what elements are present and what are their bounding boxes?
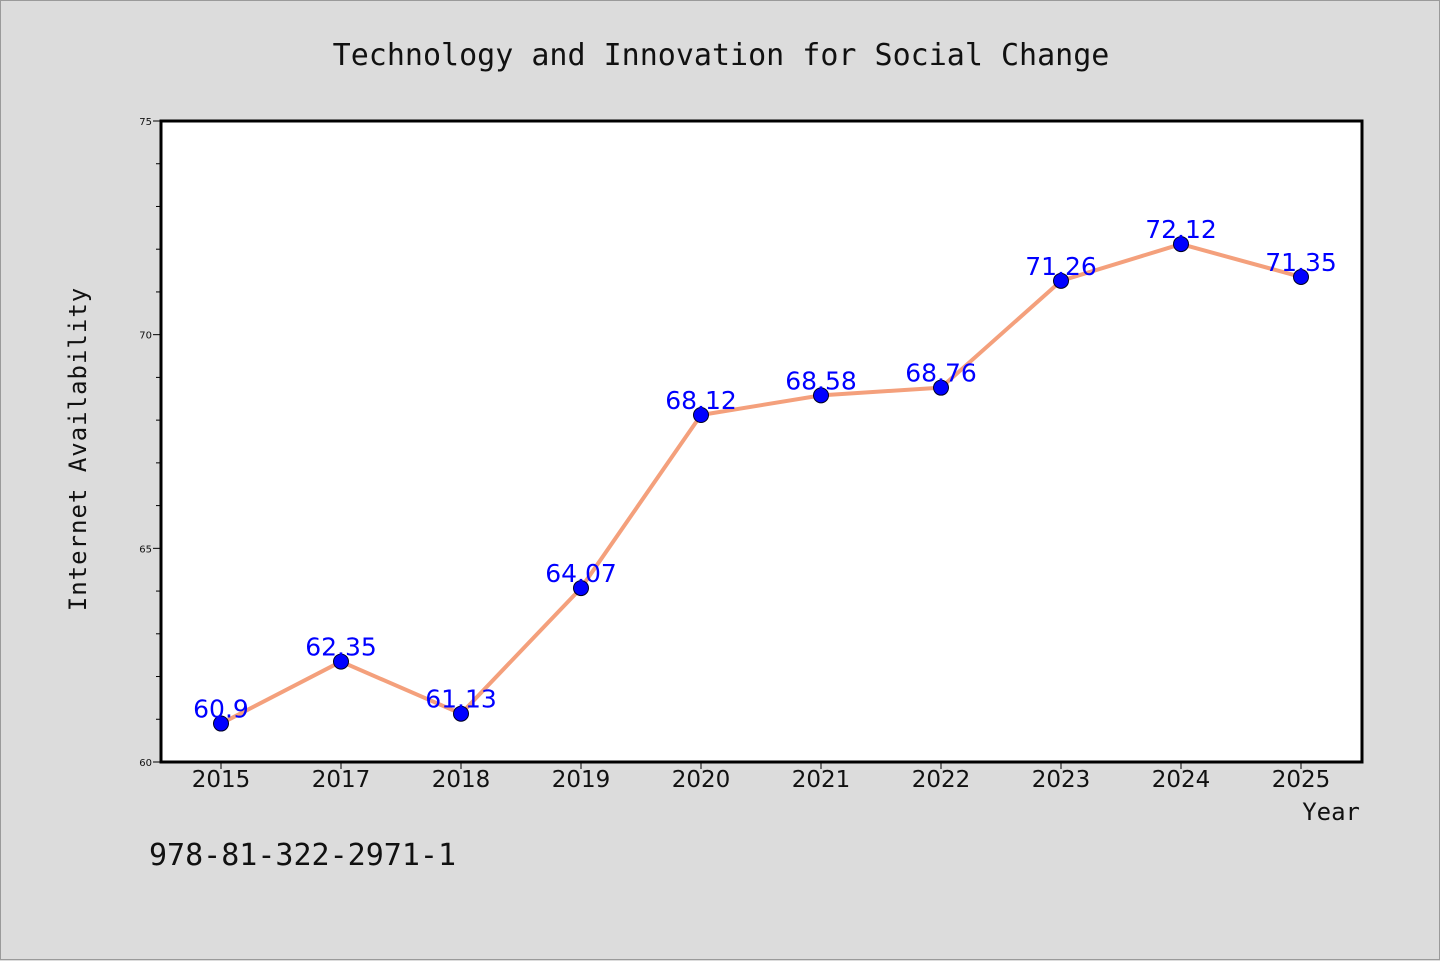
isbn-footer: 978-81-322-2971-1 <box>149 838 456 873</box>
x-axis-label: Year <box>1302 798 1360 826</box>
data-point <box>1293 268 1309 285</box>
data-label: 71.35 <box>1265 248 1337 277</box>
data-label: 68.12 <box>665 386 737 415</box>
x-tick-label: 2017 <box>312 767 371 793</box>
y-tick-label: 75 <box>139 117 152 128</box>
data-label: 68.58 <box>785 366 857 395</box>
series-layer: 60.9 62.35 61.13 64.07 68.12 68.58 68.76 71.26 7… <box>193 215 1337 732</box>
data-point <box>573 580 589 597</box>
plot-border <box>159 119 1364 764</box>
data-point <box>693 407 709 424</box>
data-label: 62.35 <box>305 633 377 662</box>
data-label: 64.07 <box>545 559 617 588</box>
x-tick-label: 2025 <box>1272 767 1331 793</box>
data-label: 61.13 <box>425 685 497 714</box>
data-point <box>333 653 349 670</box>
data-point <box>1053 272 1069 289</box>
data-point <box>933 379 949 396</box>
y-axis-label: Internet Availability <box>64 287 92 611</box>
data-label: 72.12 <box>1145 215 1217 244</box>
y-tick-label: 60 <box>139 758 152 769</box>
x-tick-label: 2015 <box>192 767 251 793</box>
chart-title: Technology and Innovation for Social Cha… <box>333 38 1110 73</box>
data-label: 71.26 <box>1025 252 1097 281</box>
x-tick-label: 2024 <box>1152 767 1211 793</box>
y-tick-label: 65 <box>139 544 152 555</box>
x-tick-label: 2023 <box>1032 767 1091 793</box>
y-axis: 60 65 70 75 <box>139 117 161 769</box>
x-tick-label: 2018 <box>432 767 491 793</box>
data-point <box>813 387 829 404</box>
x-tick-label: 2022 <box>912 767 971 793</box>
plot-area <box>161 121 1362 762</box>
x-tick-label: 2020 <box>672 767 731 793</box>
series-line <box>220 242 1302 726</box>
x-axis: 2015 2017 2018 2019 2020 2021 2022 2023 2024 2025 <box>192 762 1331 793</box>
data-point <box>1173 236 1189 253</box>
x-tick-label: 2021 <box>792 767 851 793</box>
x-tick-label: 2019 <box>552 767 611 793</box>
y-tick-label: 70 <box>139 331 152 342</box>
data-label: 68.76 <box>905 359 977 388</box>
data-label: 60.9 <box>193 695 249 724</box>
data-point <box>213 715 229 732</box>
data-point <box>453 705 469 722</box>
